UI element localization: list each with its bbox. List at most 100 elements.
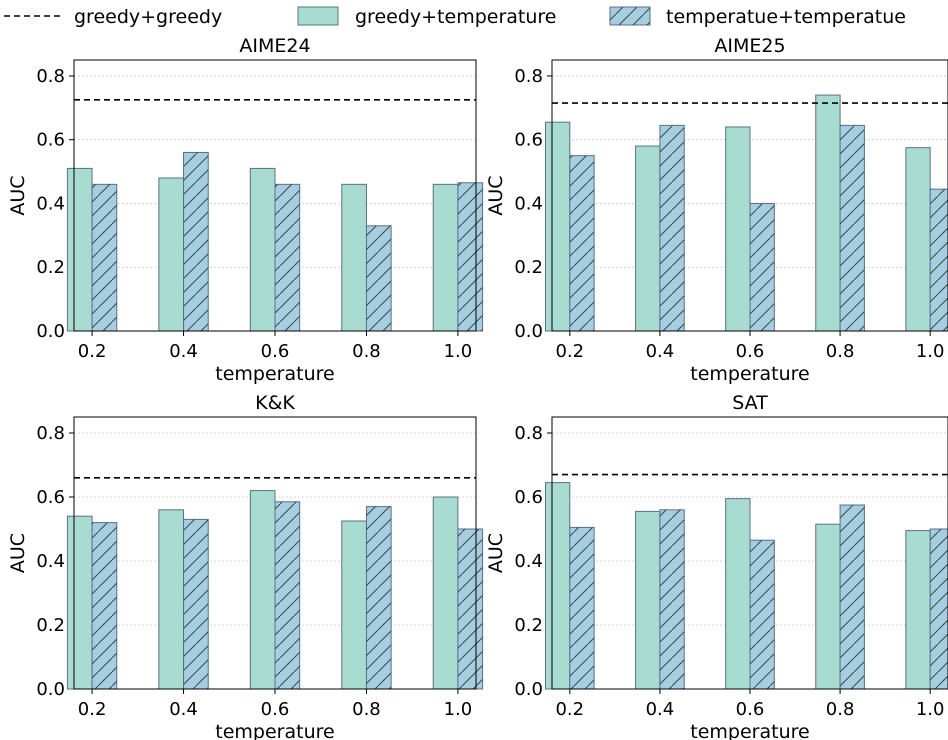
x-tick-label: 1.0 [444, 699, 473, 720]
x-tick-label: 0.2 [78, 699, 107, 720]
bar-greedy-temperature-0-2 [66, 515, 93, 690]
x-tick-label: 0.6 [261, 699, 290, 720]
bar-hatch-0-4 [183, 152, 209, 331]
bar-hatch-0-2 [569, 527, 595, 689]
x-tick-label: 0.8 [352, 699, 381, 720]
bar-hatch-0-6 [750, 203, 775, 331]
bar-hatch-0-4 [659, 125, 685, 331]
plot-frame [73, 59, 477, 332]
chart-panel-aime24: AIME24 0.0 0.2 0.4 0.6 0.8 0.2 0.4 0.6 0.8 1.0 temp… [7, 35, 484, 385]
y-axis-label: AUC [7, 533, 29, 573]
x-tick-label: 0.6 [736, 699, 765, 720]
x-axis-label: temperature [690, 721, 809, 740]
bar-hatch-0-2 [569, 155, 595, 331]
y-tick-label: 0.6 [36, 130, 65, 151]
x-tick-label: 0.4 [646, 699, 675, 720]
bar-greedy-temperature-0-2 [66, 167, 93, 332]
x-tick-label: 0.2 [78, 341, 107, 362]
bar-hatch-0-4 [659, 509, 685, 689]
bar-hatch-0-8 [840, 505, 865, 689]
bar-hatch-0-2 [92, 184, 117, 331]
bar-greedy-temperature-0-4 [635, 510, 661, 690]
x-tick-label: 0.6 [736, 341, 765, 362]
x-tick-label: 1.0 [916, 699, 945, 720]
x-tick-label: 0.8 [826, 341, 855, 362]
bar-greedy-temperature-0-4 [158, 177, 185, 332]
y-tick-label: 0.0 [514, 679, 543, 700]
bar-greedy-temperature-1-0 [905, 147, 931, 332]
bar-hatch-0-8 [840, 125, 865, 331]
bar-hatch-1-0 [930, 189, 948, 331]
chart-panel-sat: SAT 0.0 0.2 0.4 0.6 0.8 0.2 0.4 0.6 0.8 1.0 tempera… [485, 392, 948, 740]
bar-greedy-temperature-0-6 [725, 126, 751, 332]
y-tick-label: 0.2 [514, 257, 543, 278]
y-axis-label: AUC [485, 533, 507, 573]
bar-hatch-0-6 [275, 501, 300, 689]
bar-greedy-temperature-0-4 [158, 509, 185, 690]
x-tick-label: 0.8 [352, 341, 381, 362]
bar-greedy-temperature-1-0 [432, 183, 459, 332]
y-axis-label: AUC [485, 175, 507, 215]
y-tick-label: 0.0 [514, 321, 543, 342]
y-tick-label: 0.4 [514, 551, 543, 572]
legend: greedy+greedy greedy+temperature tempera… [4, 6, 906, 28]
bar-greedy-temperature-0-6 [249, 167, 276, 332]
x-tick-label: 0.2 [555, 341, 584, 362]
y-tick-label: 0.2 [514, 615, 543, 636]
y-tick-label: 0.0 [36, 679, 65, 700]
y-tick-label: 0.8 [36, 423, 65, 444]
x-tick-label: 1.0 [916, 341, 945, 362]
bar-greedy-temperature-0-4 [635, 145, 661, 332]
y-tick-label: 0.8 [36, 66, 65, 87]
panel-title: AIME24 [239, 35, 310, 57]
x-tick-label: 0.6 [261, 341, 290, 362]
bar-greedy-temperature-0-8 [815, 94, 841, 332]
legend-label-temperature-temperature: temperatue+temperatue [666, 6, 906, 28]
y-tick-label: 0.0 [36, 321, 65, 342]
y-tick-label: 0.8 [514, 423, 543, 444]
y-tick-label: 0.4 [36, 193, 65, 214]
bar-greedy-temperature-0-2 [544, 121, 571, 332]
x-tick-label: 0.8 [826, 699, 855, 720]
panel-title: K&K [255, 392, 295, 414]
y-tick-label: 0.6 [514, 487, 543, 508]
bar-greedy-temperature-0-6 [249, 490, 276, 690]
bar-hatch-1-0 [457, 529, 483, 689]
bar-greedy-temperature-1-0 [905, 530, 931, 690]
legend-greedy-temperature-swatch [297, 6, 339, 26]
bar-greedy-temperature-1-0 [432, 496, 459, 690]
bar-greedy-temperature-0-8 [341, 183, 367, 332]
plot-frame [73, 416, 477, 690]
x-tick-label: 0.4 [169, 699, 198, 720]
chart-panel-aime25: AIME25 0.0 0.2 0.4 0.6 0.8 0.2 0.4 0.6 0.8 1.0 temp… [485, 35, 948, 385]
x-axis-label: temperature [215, 363, 334, 385]
bar-greedy-temperature-0-8 [341, 520, 367, 690]
x-tick-label: 0.2 [555, 699, 584, 720]
x-axis-label: temperature [215, 721, 334, 740]
bar-hatch-0-6 [750, 540, 775, 689]
legend-temperature-temperature-hatch [610, 7, 650, 25]
plot-frame [551, 416, 948, 690]
bar-hatch-0-6 [275, 184, 300, 331]
y-tick-label: 0.4 [36, 551, 65, 572]
y-tick-label: 0.2 [36, 615, 65, 636]
x-tick-label: 0.4 [646, 341, 675, 362]
y-axis-label: AUC [7, 175, 29, 215]
panel-title: AIME25 [714, 35, 785, 57]
bar-hatch-1-0 [457, 182, 483, 331]
bar-greedy-temperature-0-8 [815, 523, 841, 690]
legend-label-greedy-temperature: greedy+temperature [355, 6, 557, 28]
bar-hatch-1-0 [930, 529, 948, 689]
y-tick-label: 0.8 [514, 66, 543, 87]
chart-panel-kk: K&K 0.0 0.2 0.4 0.6 0.8 0.2 0.4 0.6 0.8 1.0 tempera… [7, 392, 484, 740]
y-tick-label: 0.6 [514, 130, 543, 151]
panel-title: SAT [732, 392, 768, 414]
bar-hatch-0-8 [366, 506, 392, 689]
y-tick-label: 0.2 [36, 257, 65, 278]
bar-hatch-0-8 [366, 225, 392, 331]
plot-frame [551, 59, 948, 332]
bar-hatch-0-2 [92, 522, 117, 689]
x-tick-label: 1.0 [444, 341, 473, 362]
y-tick-label: 0.4 [514, 193, 543, 214]
